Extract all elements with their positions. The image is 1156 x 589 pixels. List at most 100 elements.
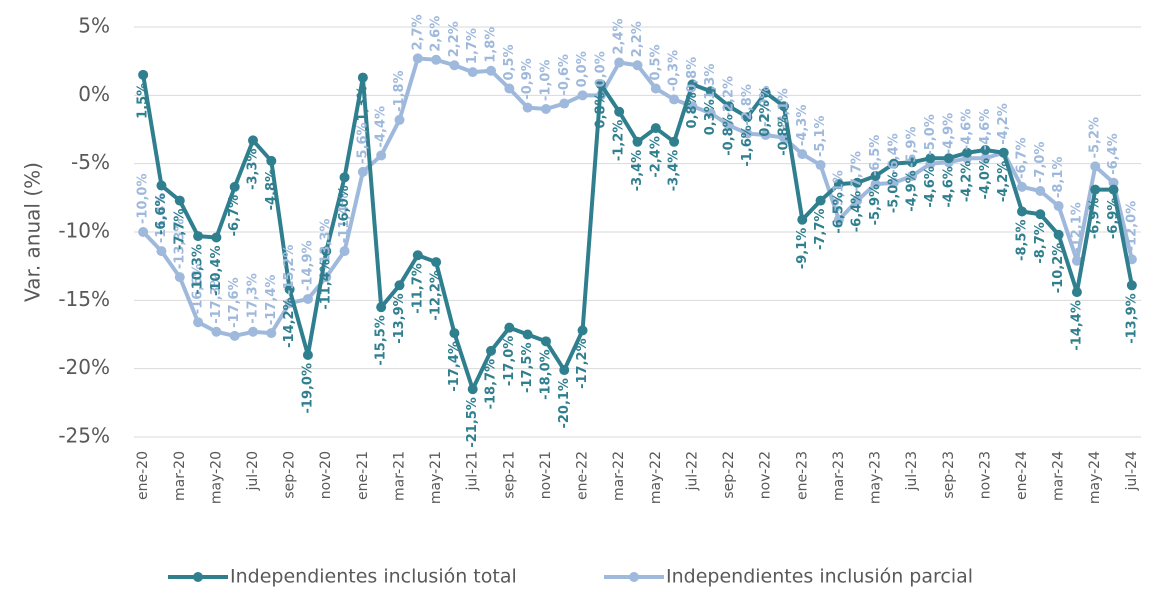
y-axis-label: Var. anual (%) [21, 162, 45, 302]
x-tick-label: sep-22 [721, 451, 737, 499]
data-point [1016, 206, 1027, 217]
data-label: -2,8% [740, 84, 755, 125]
data-label: 0,0% [575, 51, 590, 87]
data-label: -7,7% [813, 209, 828, 250]
data-point [577, 90, 588, 101]
data-point [540, 104, 551, 114]
data-point [907, 157, 918, 168]
data-point [1108, 177, 1119, 188]
data-label: -3,1% [776, 88, 791, 129]
data-label: -1,6% [740, 125, 755, 166]
data-label: -15,5% [374, 315, 389, 366]
data-label: -12,2% [429, 270, 444, 321]
data-point [907, 170, 918, 181]
data-label: -6,5% [831, 192, 846, 233]
data-label: -20,1% [557, 378, 572, 429]
data-label: -7,7% [850, 151, 865, 192]
data-point [724, 120, 735, 131]
data-point [467, 67, 478, 78]
data-label: -17,5% [520, 343, 535, 394]
data-point [925, 153, 936, 164]
data-point [339, 172, 350, 183]
x-tick-label: jul-24 [1124, 451, 1140, 492]
data-label: -6,9% [1106, 198, 1121, 239]
data-label: -8,5% [1014, 220, 1029, 261]
data-point [540, 336, 551, 347]
x-tick-label: jul-20 [245, 451, 261, 492]
data-label: 2,2% [447, 21, 462, 57]
x-tick-label: may-22 [648, 451, 664, 504]
data-label: 1,5% [136, 83, 151, 119]
data-label: 1,7% [465, 28, 480, 64]
data-label: -4,4% [374, 106, 389, 147]
data-point [467, 384, 478, 395]
data-label: -9,1% [831, 170, 846, 211]
data-point [376, 302, 387, 313]
data-label: -6,9% [1088, 198, 1103, 239]
y-tick-label: 0% [78, 82, 110, 106]
data-point [357, 166, 368, 177]
data-label: -19,0% [300, 363, 315, 414]
data-label: 0,5% [648, 44, 663, 80]
data-label: -6,5% [868, 135, 883, 176]
data-label: 0,0% [593, 51, 608, 87]
data-label: -4,8% [264, 169, 279, 210]
data-point [394, 114, 405, 125]
data-label: -5,6% [355, 122, 370, 163]
data-label: -4,6% [960, 109, 975, 150]
data-point [852, 195, 863, 206]
data-point [174, 272, 185, 283]
x-tick-label: nov-23 [977, 451, 993, 499]
data-label: -18,0% [538, 349, 553, 400]
data-label: -8,1% [1051, 157, 1066, 198]
data-point [614, 106, 625, 117]
data-label: -2,2% [722, 76, 737, 117]
data-point [888, 177, 899, 188]
data-label: -2,9% [758, 86, 773, 127]
data-point [138, 69, 149, 80]
data-label: -15,2% [282, 245, 297, 296]
data-point [321, 246, 332, 257]
data-label: -0,6% [557, 54, 572, 95]
data-point [742, 128, 753, 139]
data-label: -9,1% [795, 228, 810, 269]
data-label: -0,8% [685, 57, 700, 98]
data-point [1035, 209, 1046, 220]
data-label: -14,2% [282, 297, 297, 348]
data-point [211, 232, 222, 243]
data-label: -4,2% [996, 161, 1011, 202]
x-tick-label: nov-21 [538, 451, 554, 499]
data-point [504, 322, 515, 333]
data-point [156, 246, 167, 257]
data-point [266, 328, 277, 339]
data-label: 0,8% [593, 92, 608, 128]
data-point [211, 326, 222, 337]
data-label: -4,9% [941, 113, 956, 154]
x-tick-label: ene-20 [135, 451, 151, 500]
data-point [980, 145, 991, 155]
data-point [852, 177, 863, 188]
data-point [1071, 255, 1082, 266]
x-tick-label: sep-21 [501, 451, 517, 499]
x-tick-label: jul-21 [465, 451, 481, 492]
data-point [705, 108, 716, 119]
data-point [1108, 184, 1119, 195]
x-tick-label: ene-21 [355, 451, 371, 500]
data-point [1090, 161, 1101, 172]
data-label: 0,2% [758, 101, 773, 137]
data-point [248, 135, 259, 146]
data-point [705, 86, 716, 97]
data-point [559, 365, 570, 376]
data-label: -1,3% [703, 64, 718, 105]
x-tick-label: mar-21 [391, 451, 407, 501]
x-tick-label: sep-20 [282, 451, 298, 499]
x-tick-label: sep-23 [941, 451, 957, 499]
data-point [980, 153, 991, 164]
data-point [797, 149, 808, 160]
data-point [193, 317, 204, 328]
data-point [229, 181, 240, 192]
data-point [449, 328, 460, 339]
data-label: -0,3% [667, 50, 682, 91]
data-point [1016, 181, 1027, 192]
